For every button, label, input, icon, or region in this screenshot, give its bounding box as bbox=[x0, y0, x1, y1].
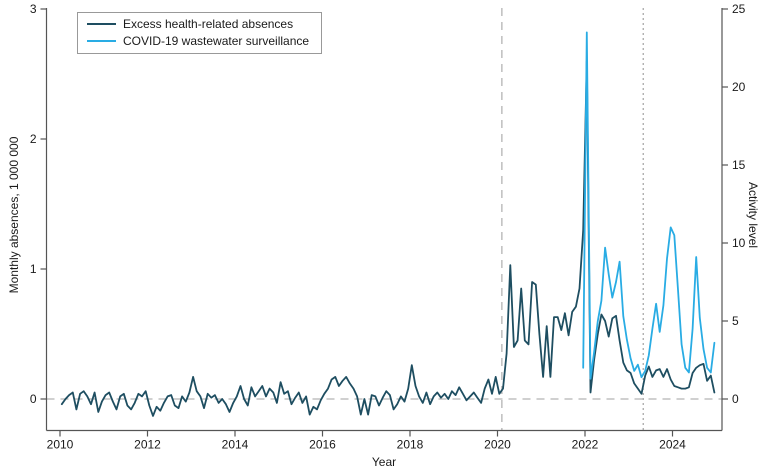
y-right-tick-label: 15 bbox=[732, 158, 746, 172]
x-tick-label: 2020 bbox=[484, 438, 511, 452]
x-tick-label: 2012 bbox=[134, 438, 161, 452]
y-left-tick-label: 0 bbox=[30, 392, 37, 406]
chart-legend: Excess health-related absences COVID-19 … bbox=[77, 12, 323, 54]
y-left-tick-label: 1 bbox=[30, 262, 37, 276]
y-right-tick-label: 25 bbox=[732, 2, 746, 16]
y-right-tick-label: 10 bbox=[732, 236, 746, 250]
legend-item-excess-absences: Excess health-related absences bbox=[87, 16, 309, 32]
x-tick-label: 2018 bbox=[397, 438, 424, 452]
legend-item-wastewater: COVID-19 wastewater surveillance bbox=[87, 33, 309, 49]
x-axis-title: Year bbox=[371, 455, 397, 469]
y-right-tick-label: 0 bbox=[732, 392, 739, 406]
x-tick-label: 2010 bbox=[47, 438, 74, 452]
y-left-tick-label: 2 bbox=[30, 132, 37, 146]
legend-label: Excess health-related absences bbox=[123, 17, 294, 31]
y-left-tick-label: 3 bbox=[30, 2, 37, 16]
y-right-tick-label: 5 bbox=[732, 314, 739, 328]
x-tick-label: 2024 bbox=[659, 438, 686, 452]
y-axis-right-title: Activity level bbox=[746, 181, 760, 249]
x-tick-label: 2014 bbox=[222, 438, 249, 452]
x-tick-label: 2022 bbox=[572, 438, 599, 452]
wastewater-surveillance-line bbox=[582, 31, 716, 380]
excess-absences-line bbox=[60, 60, 716, 417]
x-tick-label: 2016 bbox=[309, 438, 336, 452]
y-axis-left-title: Monthly absences, 1 000 000 bbox=[7, 136, 21, 294]
dark-line-swatch-icon bbox=[87, 22, 116, 26]
blue-line-swatch-icon bbox=[87, 39, 116, 43]
y-right-tick-label: 20 bbox=[732, 80, 746, 94]
legend-label: COVID-19 wastewater surveillance bbox=[123, 34, 310, 48]
